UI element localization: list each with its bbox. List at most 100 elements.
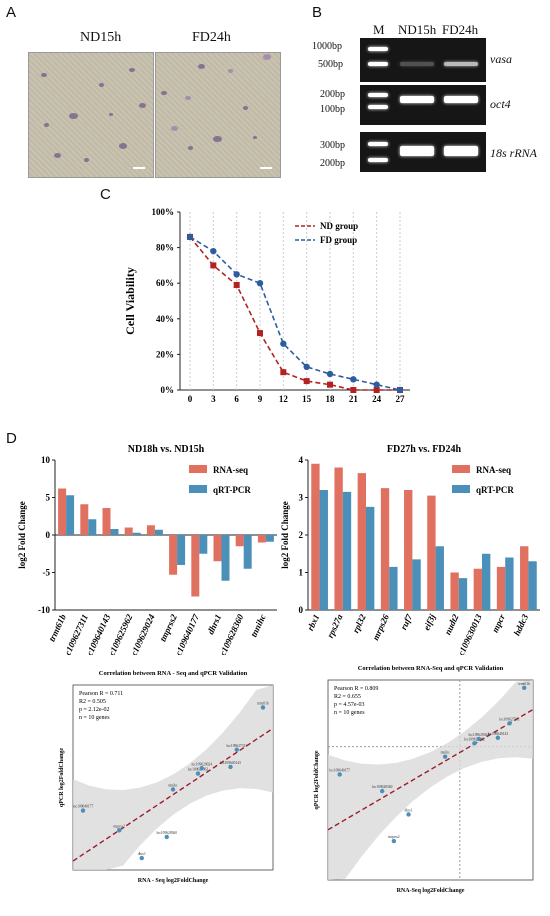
qrtpcr-bar — [154, 529, 163, 535]
y-tick-label: 5 — [46, 493, 51, 503]
scatter-point — [472, 741, 477, 746]
cell-blob — [228, 69, 233, 73]
qrtpcr-bar — [389, 566, 398, 610]
category-label: rps27a — [325, 612, 345, 639]
scatter-point — [476, 736, 482, 742]
qrtpcr-bar — [412, 559, 421, 610]
fd-point — [303, 363, 310, 371]
fd-point — [373, 381, 380, 388]
stats-annotation: p = 4.57e-03 — [334, 702, 365, 708]
cell-blob — [188, 146, 193, 150]
rnaseq-bar — [169, 535, 178, 575]
scale-bar — [260, 167, 272, 169]
point-label: loc109625962 — [464, 737, 485, 741]
regression-line — [72, 727, 274, 862]
scatter-point — [260, 705, 266, 710]
nd-point — [303, 378, 310, 385]
cell-blob — [243, 106, 248, 110]
x-axis-label: RNA - Seq log2FoldChange — [138, 878, 209, 884]
cell-blob — [263, 54, 271, 60]
y-axis-label: log2 Fold Change — [280, 501, 290, 569]
scale-bar — [133, 167, 145, 169]
lane-label-fd24h: FD24h — [442, 22, 479, 37]
rnaseq-bar — [473, 568, 482, 610]
legend-label: FD group — [320, 235, 357, 245]
y-tick-label: 0 — [299, 605, 304, 615]
micrograph-fd24h — [155, 52, 281, 178]
stats-annotation: p = 2.12e-02 — [79, 707, 110, 713]
category-label: tnnihc — [249, 613, 268, 639]
gel-vasa-marker-2: 500bp — [318, 59, 343, 70]
gel-18s-marker-1: 300bp — [320, 140, 345, 151]
rnaseq-bar — [357, 473, 366, 610]
category-label: tmprss2 — [158, 612, 180, 643]
scatter-point — [80, 808, 86, 813]
lane-label-nd15h: ND15h — [398, 22, 437, 37]
scatter-title: Correlation between RNA-Seq and qPCR Val… — [358, 665, 504, 672]
category-label: nudt2 — [442, 612, 460, 636]
x-axis-label: RNA-Seq log2FoldChange — [397, 888, 465, 894]
y-axis-label: log2 Fold Change — [17, 501, 27, 569]
chart-title: FD27h vs. FD24h — [387, 444, 462, 455]
rnaseq-bar — [191, 535, 200, 597]
point-label: loc109625962 — [188, 768, 209, 772]
qrtpcr-bar — [199, 535, 208, 554]
x-tick-label: 27 — [396, 394, 406, 404]
x-tick-label: 3 — [211, 394, 216, 404]
category-label: dhrs1 — [205, 613, 223, 636]
y-tick-label: -10 — [38, 605, 50, 615]
qrtpcr-bar — [177, 535, 186, 565]
qrtpcr-bar — [319, 490, 328, 610]
fd-fold-change-chart: FD27h vs. FD24h 0 1 2 3 4 log2 Fold Change rbx1… — [280, 444, 540, 655]
nd-point — [350, 387, 357, 393]
legend-label: qRT-PCR — [476, 485, 514, 495]
x-tick-label: 0 — [188, 394, 193, 404]
rnaseq-bar — [124, 527, 133, 535]
point-label: loc109627311 — [499, 717, 520, 721]
stats-annotation: R2 = 0.505 — [79, 699, 106, 705]
panel-letter-b: B — [312, 4, 323, 21]
qrtpcr-bar — [132, 532, 141, 535]
nd-correlation-scatter: Correlation between RNA - Seq and qPCR V… — [59, 670, 274, 884]
legend-swatch — [452, 485, 470, 493]
rnaseq-bar — [58, 488, 67, 535]
rnaseq-bar — [404, 490, 413, 610]
scatter-point — [139, 855, 144, 861]
rnaseq-bar — [80, 504, 89, 535]
qrtpcr-bar — [88, 519, 97, 535]
point-label: tnnihc — [169, 783, 178, 787]
stats-annotation: Pearson R = 0.711 — [79, 691, 123, 697]
cell-blob — [171, 126, 178, 131]
fd-point — [186, 233, 194, 241]
panel-letter-a: A — [6, 4, 17, 21]
x-tick-label: 9 — [258, 394, 263, 404]
scatter-point — [199, 766, 204, 771]
stats-annotation: n = 10 genes — [79, 715, 110, 721]
fd-point — [233, 271, 240, 278]
y-axis-label: qPCR log2FoldChange — [59, 748, 65, 808]
rnaseq-bar — [102, 508, 111, 535]
cell-blob — [253, 136, 257, 139]
qrtpcr-bar — [221, 535, 230, 581]
cell-blob — [69, 113, 78, 120]
x-tick-label: 18 — [326, 394, 336, 404]
legend-swatch — [189, 465, 207, 473]
confidence-band — [73, 685, 273, 870]
qrtpcr-bar — [435, 546, 444, 610]
rnaseq-bar — [450, 572, 459, 610]
cell-viability-chart: 0% 20% 40% 60% 80% 100% 0 3 6 9 12 15 18 21 24 27 Cell V… — [123, 207, 410, 404]
fd-point — [210, 247, 217, 255]
point-label: loc109640143 — [220, 761, 241, 765]
gel-18s-marker-2: 200bp — [320, 158, 345, 169]
rnaseq-bar — [213, 535, 222, 562]
fd-point — [350, 376, 357, 383]
cell-blob — [41, 73, 47, 78]
fd-point — [280, 340, 287, 347]
scatter-point — [170, 787, 176, 792]
cell-blob — [84, 158, 89, 162]
x-tick-label: 24 — [372, 394, 382, 404]
scatter-point — [234, 747, 239, 752]
fd-point — [396, 386, 404, 394]
category-label: eif3j — [421, 612, 437, 632]
gel-vasa-marker-1: 1000bp — [312, 41, 342, 52]
